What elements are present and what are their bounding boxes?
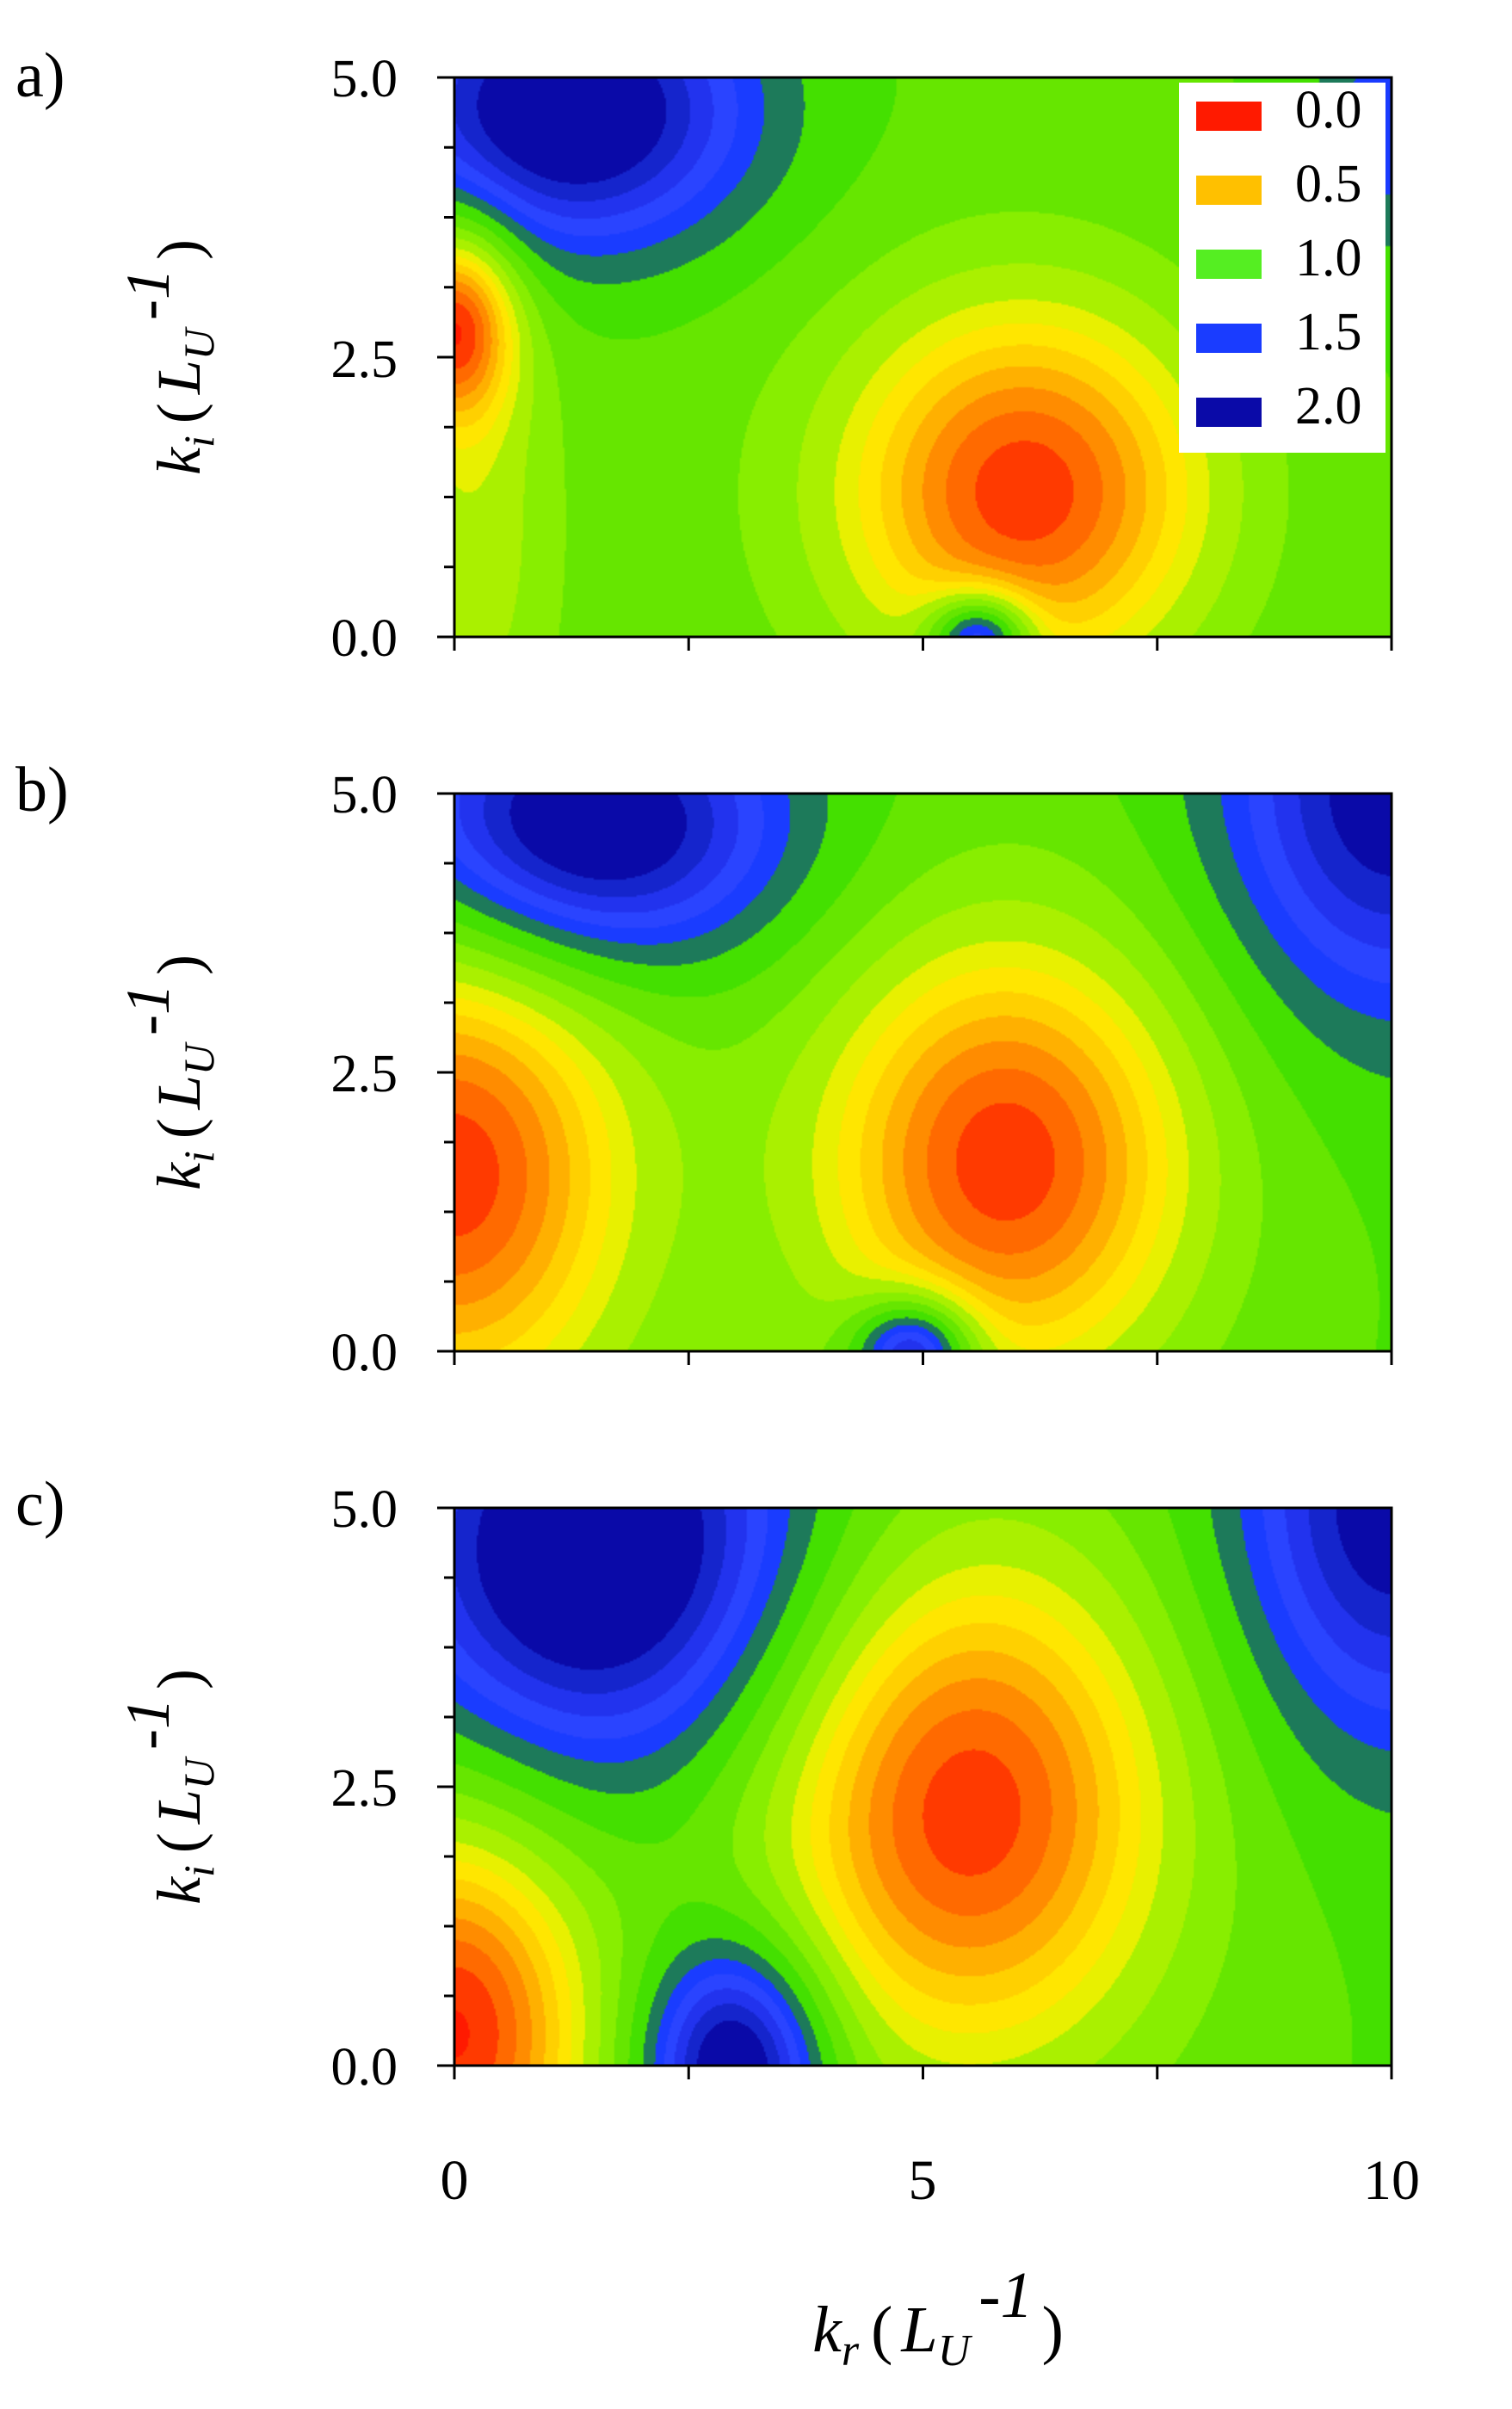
panel-a-ylabel-unit-sub: U — [175, 326, 223, 360]
panel-c-xlabel-sub: r — [842, 2326, 860, 2375]
panel-a-ylabel-open: ( — [145, 403, 213, 423]
panel-c-ylabel-open: ( — [145, 1832, 213, 1853]
panel-a-ylabel-k: k — [145, 446, 213, 475]
panel-a-ylabel: ki ( LU -1) — [114, 239, 223, 475]
panel-b-ylabel-unit: L — [145, 1075, 213, 1110]
legend: 0.0 0.5 1.0 1.5 2.0 — [1179, 81, 1385, 453]
panel-c-ylabel-sub: i — [175, 1865, 223, 1877]
legend-label-4: 2.0 — [1295, 377, 1362, 435]
panel-c-xtick-0: 0 — [441, 2149, 469, 2212]
panel-c-xlabel-close: ) — [1042, 2294, 1064, 2366]
panel-a-ylabel-exp: -1 — [114, 269, 182, 320]
panel-b-ylabel-open: ( — [145, 1118, 213, 1139]
svg-text:ki(LU-1): ki ( LU -1) — [114, 1669, 223, 1905]
legend-label-1: 0.5 — [1295, 155, 1362, 213]
panel-a-ylabel-close: ) — [145, 239, 213, 260]
panel-c-ylabel-unit: L — [145, 1789, 213, 1825]
panel-c-xlabel-k: k — [812, 2294, 842, 2366]
legend-label-3: 1.5 — [1295, 303, 1362, 361]
panel-c-label: c) — [15, 1469, 65, 1540]
panel-b-label: b) — [15, 755, 69, 825]
legend-swatch-4 — [1196, 398, 1262, 427]
panel-c-xlabel-open: ( — [871, 2294, 892, 2366]
panel-a-ytick-1: 2.5 — [331, 330, 398, 389]
panel-b-ytick-2: 5.0 — [331, 766, 398, 825]
panel-a-label: a) — [15, 40, 65, 111]
panel-c-xtick-2: 10 — [1363, 2149, 1420, 2212]
panel-c-xlabel-unit: L — [900, 2294, 937, 2366]
panel-c-ytick-1: 2.5 — [331, 1759, 398, 1818]
panel-c-xlabel-unit-sub: U — [938, 2326, 973, 2375]
panel-c: c) 0.0 2.5 5.0 ki(LU-1) 0 5 10 kr(LU-1) — [15, 1469, 1420, 2375]
panel-b-ylabel-close: ) — [145, 954, 213, 975]
panel-c-heatmap — [454, 1508, 1392, 2066]
panel-c-ylabel-unit-sub: U — [175, 1756, 223, 1789]
panel-a: a) 0.0 2.5 5.0 ki ( LU -1) 0.0 0.5 1.0 1.5 2.0 — [15, 40, 1393, 668]
svg-text:ki(LU-1): ki ( LU -1) — [114, 954, 223, 1190]
panel-c-ytick-2: 5.0 — [331, 1480, 398, 1539]
panel-a-ylabel-unit: L — [145, 360, 213, 395]
panel-b: b) 0.0 2.5 5.0 ki ( LU -1) — [15, 755, 1393, 1382]
panel-b-ytick-1: 2.5 — [331, 1045, 398, 1103]
panel-a-ylabel-sub: i — [175, 435, 223, 448]
svg-text:ki(LU-1): ki ( LU -1) — [114, 239, 223, 475]
legend-label-2: 1.0 — [1295, 229, 1362, 287]
panel-a-ytick-2: 5.0 — [331, 50, 398, 108]
panel-a-ticks — [437, 76, 1393, 651]
panel-c-ylabel-exp: -1 — [114, 1698, 182, 1750]
panel-b-ytick-0: 0.0 — [331, 1324, 398, 1382]
panel-b-ylabel-exp: -1 — [114, 984, 182, 1035]
legend-swatch-0 — [1196, 102, 1262, 131]
panel-c-contour — [454, 1508, 1392, 2066]
panel-b-ylabel-unit-sub: U — [175, 1041, 223, 1075]
panel-a-ytick-0: 0.0 — [331, 609, 398, 668]
legend-label-0: 0.0 — [1295, 81, 1362, 139]
panel-c-ylabel-close: ) — [145, 1669, 213, 1689]
panel-c-ticks — [437, 1506, 1393, 2079]
panel-c-ylabel: ki ( LU -1) — [114, 1669, 223, 1905]
panel-c-xlabel-exp: -1 — [978, 2259, 1033, 2332]
legend-swatch-1 — [1196, 176, 1262, 205]
panel-b-heatmap — [454, 794, 1392, 1351]
panel-b-contour — [454, 794, 1392, 1351]
legend-swatch-3 — [1196, 324, 1262, 353]
panel-b-ylabel-k: k — [145, 1161, 213, 1190]
panel-c-xtick-1: 5 — [909, 2149, 937, 2212]
panel-b-ticks — [437, 792, 1393, 1365]
panel-b-ylabel: ki ( LU -1) — [114, 954, 223, 1190]
panel-c-ylabel-k: k — [145, 1875, 213, 1905]
panel-c-ytick-0: 0.0 — [331, 2038, 398, 2097]
panel-b-ylabel-sub: i — [175, 1151, 223, 1163]
legend-swatch-2 — [1196, 250, 1262, 279]
panel-c-xlabel: kr(LU-1) — [812, 2259, 1064, 2375]
